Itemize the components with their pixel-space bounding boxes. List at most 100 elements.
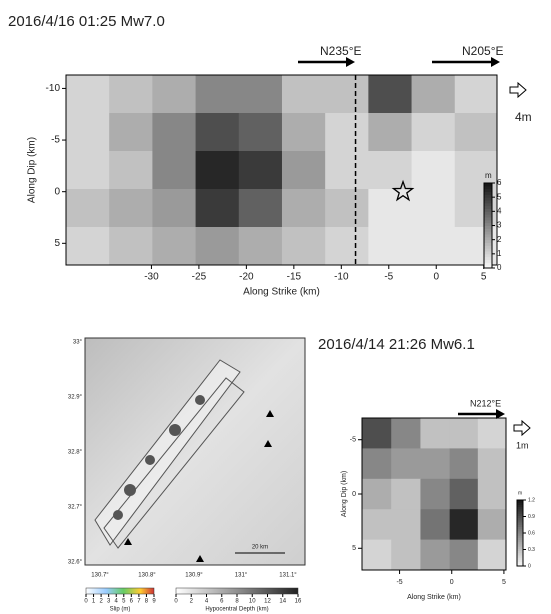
colorbar-step xyxy=(517,515,523,519)
colorbar-step xyxy=(517,522,523,525)
y-tick-label: -10 xyxy=(46,83,61,94)
colorbar-step xyxy=(517,563,523,567)
colorbar-step xyxy=(517,530,523,534)
map-colorbar-tick-label: 4 xyxy=(115,599,119,605)
x-tick-label: -10 xyxy=(334,272,349,283)
slip-cell xyxy=(66,189,110,228)
colorbar-step xyxy=(484,183,492,187)
vector-legend xyxy=(513,419,531,437)
slip-cell xyxy=(109,151,153,190)
slip-cell xyxy=(238,151,283,190)
slip-cell xyxy=(477,539,507,571)
slip-cell xyxy=(449,539,479,571)
colorbar-step xyxy=(484,217,492,221)
colorbar-step xyxy=(484,211,492,215)
slip-cell xyxy=(325,227,369,266)
strike-label: N205°E xyxy=(462,44,504,58)
map-colorbar-tick-label: 7 xyxy=(137,599,141,605)
x-tick-label: -5 xyxy=(396,579,402,586)
slip-cell xyxy=(66,151,110,190)
colorbar-tick-label: 5 xyxy=(497,192,502,201)
strike-arrowhead xyxy=(346,57,355,67)
slip-cell xyxy=(368,189,413,228)
slip-cell xyxy=(454,113,498,152)
colorbar-tick-label: 0.3 xyxy=(528,547,535,553)
x-tick-label: 5 xyxy=(481,272,487,283)
slip-cell xyxy=(449,418,479,449)
colorbar-tick-label: 0.9 xyxy=(528,514,535,520)
map-colorbar-tick-label: 2 xyxy=(190,599,194,605)
map-colorbar-tick-label: 3 xyxy=(107,599,111,605)
map-colorbar xyxy=(85,587,155,595)
map-colorbar-label: Hypocentral Depth (km) xyxy=(205,607,268,613)
slip-cell xyxy=(195,113,240,152)
map-colorbar-tick-label: 0 xyxy=(84,599,88,605)
colorbar-tick-label: 3 xyxy=(497,221,502,230)
slip-cell xyxy=(109,75,153,114)
y-tick-label: -5 xyxy=(350,437,356,444)
map-lon-label: 131° xyxy=(235,573,248,579)
slip-cell xyxy=(66,113,110,152)
slip-cell xyxy=(281,75,326,114)
colorbar-step xyxy=(484,208,492,212)
slip-cell xyxy=(195,189,240,228)
slip-cell xyxy=(391,418,421,449)
slip-cell xyxy=(411,113,456,152)
fault-plane xyxy=(103,377,245,549)
slip-cell xyxy=(281,151,326,190)
strike-label: N235°E xyxy=(320,44,362,58)
slip-cell xyxy=(109,227,153,266)
colorbar-label: m xyxy=(485,171,492,180)
slip-cell xyxy=(420,539,451,571)
colorbar-tick-label: 4 xyxy=(497,206,502,215)
slip-cell xyxy=(411,151,456,190)
slip-cell xyxy=(109,189,153,228)
slip-cell xyxy=(477,418,507,449)
colorbar-step xyxy=(517,526,523,530)
colorbar-step xyxy=(517,544,523,547)
y-axis-label: Along Dip (km) xyxy=(341,471,348,517)
slip-cell xyxy=(411,189,456,228)
map-colorbar-tick-label: 1 xyxy=(92,599,96,605)
slip-cell xyxy=(152,113,197,152)
map-lat-label: 33° xyxy=(73,340,83,346)
colorbar-step xyxy=(517,511,523,514)
x-tick-label: -20 xyxy=(239,272,254,283)
colorbar-step xyxy=(517,502,523,505)
map-lat-label: 32.8° xyxy=(68,450,83,456)
colorbar-step xyxy=(517,550,523,554)
x-tick-label: 5 xyxy=(502,579,506,586)
map-colorbar-tick-label: 8 xyxy=(145,599,149,605)
slip-cell xyxy=(368,227,413,266)
colorbar-step xyxy=(484,197,492,201)
colorbar-step xyxy=(484,202,492,207)
colorbar-step xyxy=(517,524,523,527)
map-colorbar-tick-label: 10 xyxy=(249,599,256,605)
map-lat-label: 32.7° xyxy=(68,505,83,511)
colorbar-step xyxy=(484,234,492,238)
slip-cell xyxy=(391,478,421,510)
colorbar-step xyxy=(484,262,492,266)
colorbar-step xyxy=(517,528,523,532)
x-tick-label: -30 xyxy=(144,272,159,283)
colorbar-tick-label: 0 xyxy=(528,563,531,569)
colorbar-step xyxy=(484,259,492,263)
colorbar-step xyxy=(484,231,492,235)
slip-cell xyxy=(362,418,392,449)
slip-cell xyxy=(152,189,197,228)
slip-cell xyxy=(325,75,369,114)
colorbar-step xyxy=(517,541,523,545)
slip-cell xyxy=(152,151,197,190)
map-colorbar-tick-label: 0 xyxy=(174,599,178,605)
slip-cell xyxy=(195,75,240,114)
y-tick-label: 5 xyxy=(352,545,356,552)
x-tick-label: 0 xyxy=(433,272,439,283)
slip-patches xyxy=(113,395,205,520)
slip-cell xyxy=(368,151,413,190)
panel-title: 2016/4/16 01:25 Mw7.0 xyxy=(8,13,165,30)
colorbar-step xyxy=(517,539,523,543)
colorbar-step xyxy=(484,228,492,232)
plot-frame xyxy=(65,74,498,266)
